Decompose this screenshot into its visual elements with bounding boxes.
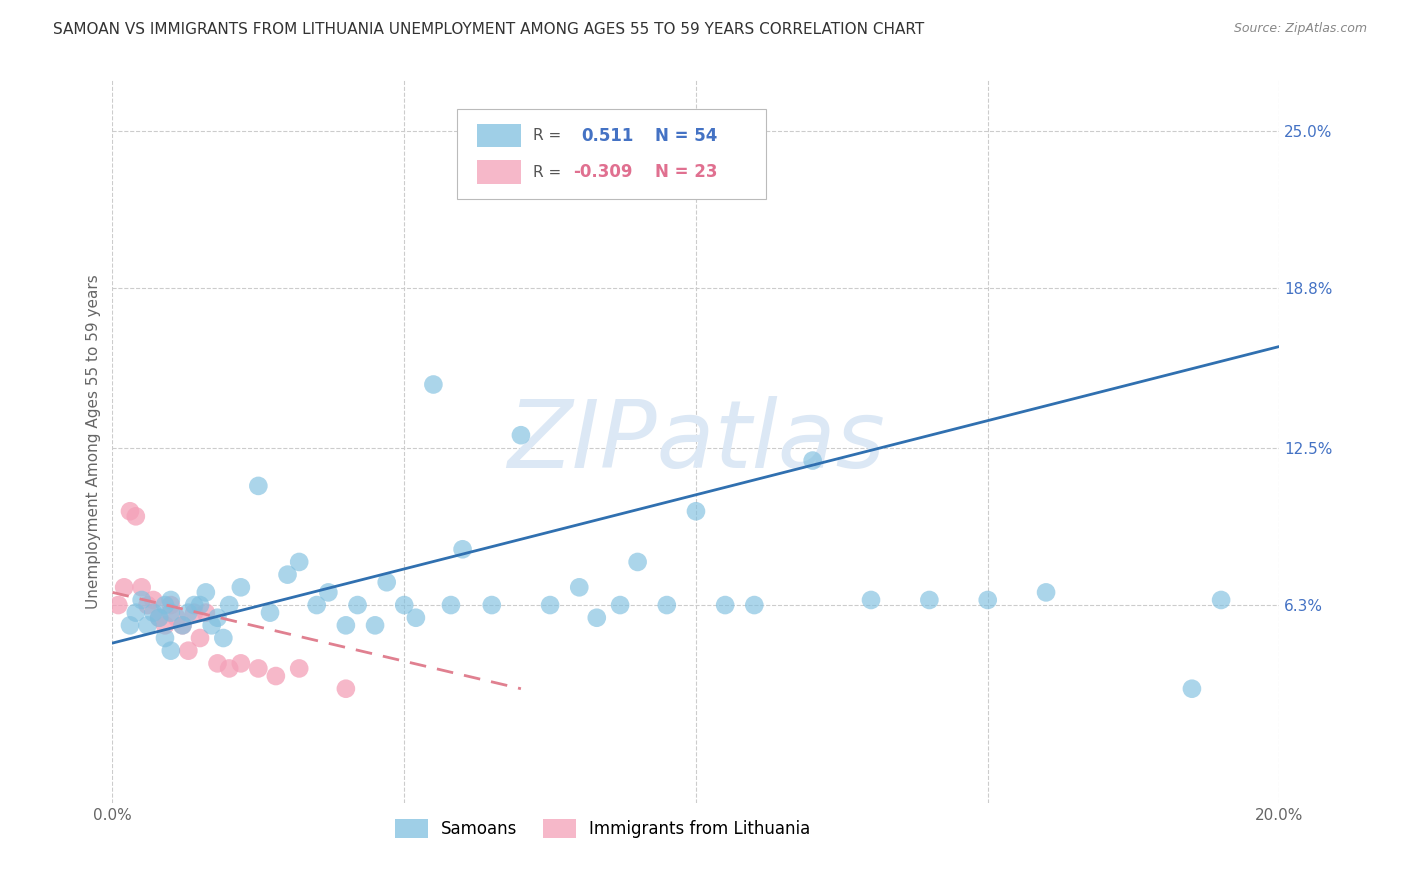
Point xyxy=(142,593,165,607)
Point xyxy=(153,598,176,612)
Text: ZIPatlas: ZIPatlas xyxy=(508,396,884,487)
Point xyxy=(451,542,474,557)
Point xyxy=(394,598,416,612)
Point xyxy=(609,598,631,612)
Point xyxy=(655,598,678,612)
Point xyxy=(918,593,941,607)
Point xyxy=(1035,585,1057,599)
Point xyxy=(118,618,141,632)
Point xyxy=(335,618,357,632)
Point xyxy=(153,618,176,632)
Point xyxy=(212,631,235,645)
Point xyxy=(194,585,217,599)
Point xyxy=(125,606,148,620)
Point xyxy=(229,580,252,594)
Point xyxy=(131,580,153,594)
Point xyxy=(160,598,183,612)
Point xyxy=(183,598,205,612)
Point xyxy=(1209,593,1232,607)
Text: N = 54: N = 54 xyxy=(655,127,717,145)
Point xyxy=(112,580,135,594)
Point xyxy=(136,618,159,632)
Point xyxy=(375,575,398,590)
Point xyxy=(177,606,200,620)
Point xyxy=(218,598,240,612)
Point xyxy=(118,504,141,518)
Point xyxy=(207,657,229,671)
Point xyxy=(247,661,270,675)
Text: SAMOAN VS IMMIGRANTS FROM LITHUANIA UNEMPLOYMENT AMONG AGES 55 TO 59 YEARS CORRE: SAMOAN VS IMMIGRANTS FROM LITHUANIA UNEM… xyxy=(53,22,925,37)
Point xyxy=(194,606,217,620)
Point xyxy=(422,377,444,392)
Point xyxy=(685,504,707,518)
Point xyxy=(160,606,183,620)
Point xyxy=(125,509,148,524)
Text: 0.511: 0.511 xyxy=(582,127,634,145)
Point xyxy=(131,593,153,607)
Point xyxy=(160,593,183,607)
Point xyxy=(538,598,561,612)
Point xyxy=(177,643,200,657)
Point xyxy=(364,618,387,632)
Point xyxy=(153,631,176,645)
Point xyxy=(276,567,298,582)
Legend: Samoans, Immigrants from Lithuania: Samoans, Immigrants from Lithuania xyxy=(388,813,817,845)
Point xyxy=(288,555,311,569)
Point xyxy=(860,593,883,607)
Point xyxy=(714,598,737,612)
Point xyxy=(166,611,188,625)
Point xyxy=(136,598,159,612)
Point xyxy=(481,598,503,612)
Text: R =: R = xyxy=(533,128,561,144)
Text: N = 23: N = 23 xyxy=(655,163,717,181)
Point xyxy=(264,669,287,683)
Point xyxy=(229,657,252,671)
Point xyxy=(160,643,183,657)
Point xyxy=(627,555,650,569)
FancyBboxPatch shape xyxy=(477,124,520,147)
Text: -0.309: -0.309 xyxy=(574,163,633,181)
Point xyxy=(148,611,170,625)
Point xyxy=(247,479,270,493)
Point xyxy=(142,606,165,620)
Point xyxy=(976,593,998,607)
Point xyxy=(218,661,240,675)
Point xyxy=(201,618,224,632)
Point xyxy=(335,681,357,696)
Point xyxy=(305,598,328,612)
Text: R =: R = xyxy=(533,164,561,179)
Point xyxy=(585,611,607,625)
Point xyxy=(207,611,229,625)
Point xyxy=(148,611,170,625)
Point xyxy=(509,428,531,442)
Point xyxy=(183,606,205,620)
Point xyxy=(405,611,427,625)
Point xyxy=(107,598,129,612)
FancyBboxPatch shape xyxy=(457,109,766,200)
Point xyxy=(188,631,211,645)
Point xyxy=(346,598,368,612)
Point xyxy=(259,606,281,620)
Text: Source: ZipAtlas.com: Source: ZipAtlas.com xyxy=(1233,22,1367,36)
Point xyxy=(188,598,211,612)
Point xyxy=(172,618,194,632)
Point xyxy=(440,598,463,612)
Point xyxy=(1181,681,1204,696)
Y-axis label: Unemployment Among Ages 55 to 59 years: Unemployment Among Ages 55 to 59 years xyxy=(86,274,101,609)
Point xyxy=(742,598,765,612)
FancyBboxPatch shape xyxy=(477,161,520,184)
Point xyxy=(568,580,591,594)
Point xyxy=(172,618,194,632)
Point xyxy=(801,453,824,467)
Point xyxy=(288,661,311,675)
Point xyxy=(318,585,340,599)
